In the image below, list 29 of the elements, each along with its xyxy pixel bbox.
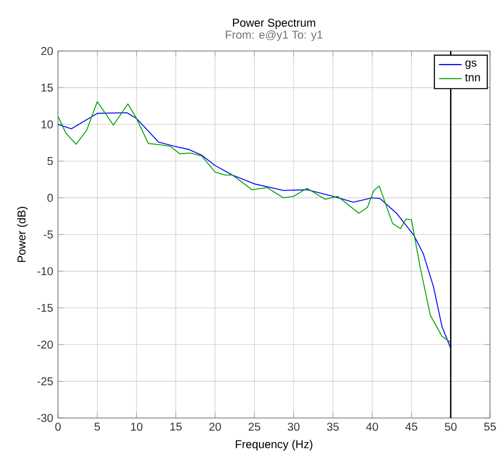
chart-subtitle: From: e@y1 To: y1 xyxy=(226,30,322,41)
x-tick-label: 55 xyxy=(484,422,496,431)
y-tick-label: -10 xyxy=(37,267,53,276)
x-tick-label: 40 xyxy=(366,422,378,431)
x-tick-label: 25 xyxy=(248,422,260,431)
legend-label: tnn xyxy=(465,74,480,82)
y-tick-label: 5 xyxy=(47,157,53,166)
x-tick-label: 45 xyxy=(405,422,418,431)
y-tick-label: -15 xyxy=(37,304,53,312)
x-tick-label: 10 xyxy=(131,422,142,431)
y-tick-label: 15 xyxy=(42,84,53,92)
legend-label: gs xyxy=(465,60,476,69)
x-tick-label: 35 xyxy=(327,422,339,431)
y-tick-label: 0 xyxy=(47,194,53,202)
y-tick-label: -25 xyxy=(37,377,53,386)
x-axis-title: Frequency (Hz) xyxy=(236,440,312,450)
y-tick-label: -5 xyxy=(44,230,53,238)
x-tick-label: 30 xyxy=(288,422,300,431)
x-tick-label: 0 xyxy=(55,422,61,431)
y-tick-label: -30 xyxy=(37,414,53,422)
x-tick-label: 20 xyxy=(209,422,221,431)
y-tick-label: 10 xyxy=(42,120,53,128)
x-tick-label: 50 xyxy=(444,422,457,431)
y-tick-label: -20 xyxy=(37,340,53,349)
y-axis-title: Power (dB) xyxy=(17,206,28,262)
chart-title: Power Spectrum xyxy=(233,18,316,29)
x-tick-label: 5 xyxy=(94,422,100,431)
x-tick-label: 15 xyxy=(170,422,182,431)
y-tick-label: 20 xyxy=(41,47,53,56)
